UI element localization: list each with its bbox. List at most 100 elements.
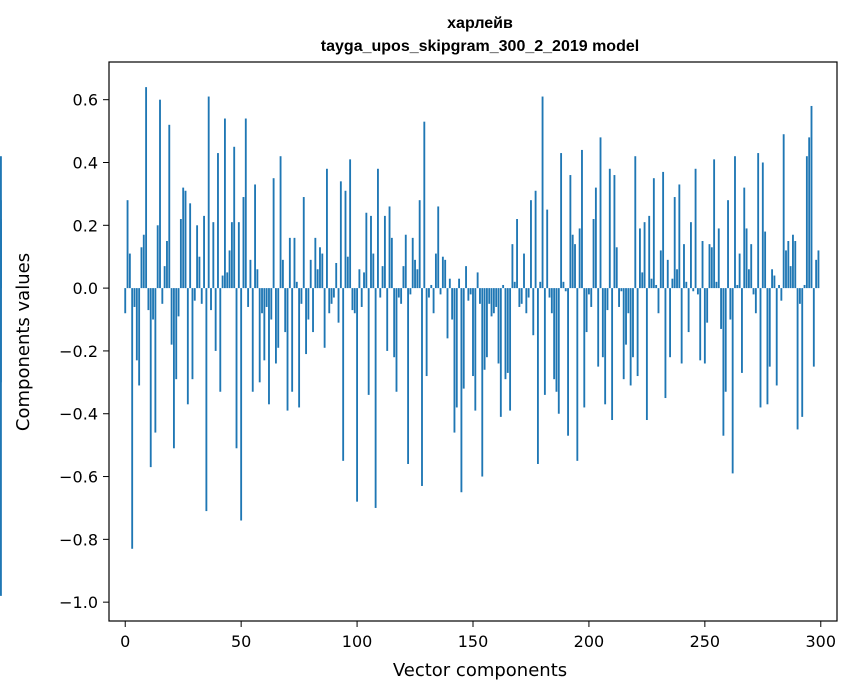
bar: [409, 288, 412, 295]
bar: [365, 212, 368, 289]
bar: [393, 288, 396, 358]
bar: [650, 278, 653, 289]
bar: [699, 288, 702, 361]
bar: [483, 288, 486, 370]
bar: [0, 222, 2, 289]
bar: [332, 288, 335, 298]
bar: [186, 288, 189, 405]
bar: [172, 288, 175, 449]
bar: [766, 288, 769, 405]
bar: [291, 288, 294, 392]
bar: [534, 190, 537, 289]
bars-group: [0, 87, 820, 596]
bar: [434, 253, 437, 289]
bar: [476, 272, 479, 289]
bar: [775, 288, 778, 386]
bar: [787, 241, 790, 289]
bar: [485, 288, 488, 358]
bar: [645, 288, 648, 421]
bar: [288, 237, 291, 289]
bar: [530, 200, 532, 289]
bar: [527, 288, 530, 298]
y-tick-label: 0.2: [73, 216, 98, 235]
bar: [666, 259, 669, 289]
bar: [692, 288, 695, 292]
bar: [233, 146, 236, 289]
bar: [207, 96, 210, 289]
bar: [511, 244, 514, 289]
bar: [425, 288, 428, 377]
bar: [437, 206, 440, 289]
bar: [184, 190, 187, 289]
bar: [720, 288, 723, 329]
bar: [448, 278, 451, 289]
bar: [342, 288, 345, 461]
bar: [279, 156, 282, 289]
bar: [678, 184, 681, 289]
bar: [694, 168, 697, 289]
bar: [782, 134, 785, 289]
bar: [439, 288, 442, 295]
bar: [536, 288, 539, 464]
bar: [467, 288, 470, 301]
bar: [729, 288, 732, 320]
bar: [247, 288, 250, 307]
bar: [275, 288, 277, 364]
bar: [768, 288, 771, 367]
bar: [499, 288, 502, 417]
bar: [328, 288, 331, 314]
bar: [423, 121, 426, 289]
bar: [432, 288, 435, 314]
bar: [509, 288, 512, 411]
bar: [472, 288, 474, 377]
bar: [142, 234, 145, 289]
bar: [196, 225, 199, 289]
bar: [671, 278, 674, 289]
bar: [390, 237, 393, 289]
bar: [581, 149, 583, 289]
bar: [752, 288, 755, 295]
bar: [576, 288, 579, 461]
bar: [627, 288, 630, 314]
bar: [773, 275, 776, 289]
bar: [358, 269, 361, 289]
bar: [599, 137, 602, 289]
bar: [713, 159, 716, 289]
bar: [316, 269, 319, 289]
chart-title: харлейв: [447, 15, 513, 32]
bar: [451, 288, 454, 320]
bar: [618, 288, 620, 307]
bar: [513, 281, 516, 289]
bar: [761, 162, 764, 289]
bar: [221, 275, 224, 289]
bar: [706, 288, 709, 323]
bar: [778, 284, 780, 289]
bar: [214, 288, 217, 351]
bar: [379, 288, 382, 298]
bar: [356, 288, 359, 502]
bar: [608, 168, 611, 289]
bar: [386, 288, 389, 351]
bar: [353, 288, 356, 314]
bar: [643, 222, 646, 289]
bar: [634, 156, 637, 289]
bar: [321, 253, 324, 289]
bar: [805, 156, 808, 289]
bar: [701, 241, 704, 289]
bar: [219, 288, 222, 392]
bar: [562, 281, 565, 289]
bar: [615, 247, 618, 289]
bar: [495, 288, 498, 307]
bar: [460, 288, 463, 493]
bar: [163, 266, 166, 289]
bar: [312, 288, 314, 333]
bar: [629, 288, 632, 386]
y-tick-label: 0.4: [73, 153, 98, 172]
bar: [662, 171, 665, 289]
bar: [212, 222, 215, 289]
bar: [606, 288, 609, 311]
bar: [244, 118, 247, 289]
bar: [722, 288, 725, 436]
bar: [569, 175, 572, 289]
bar: [574, 244, 576, 289]
